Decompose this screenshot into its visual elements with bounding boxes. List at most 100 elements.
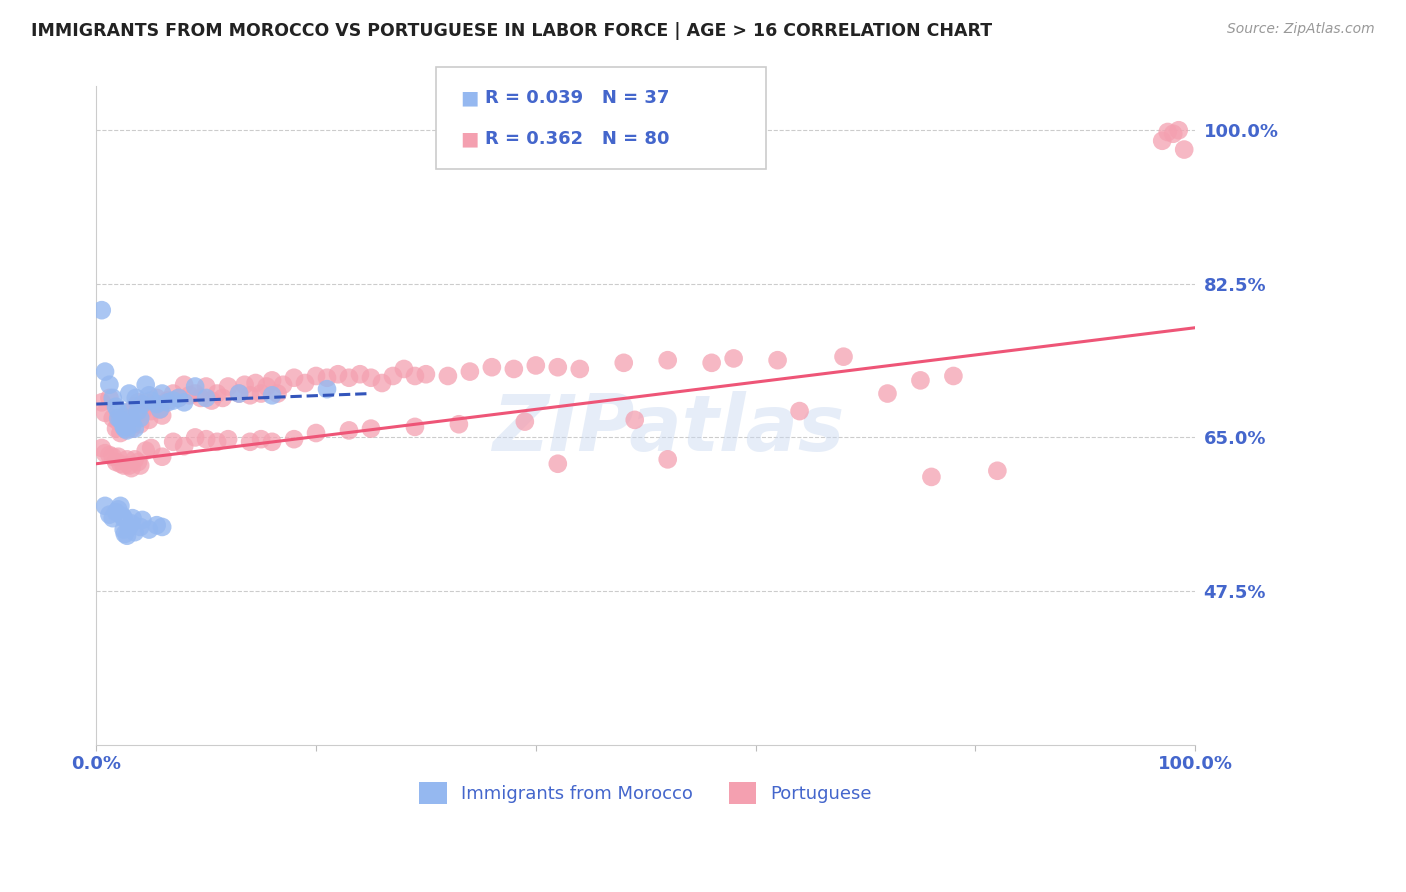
Point bbox=[129, 417, 152, 432]
Point bbox=[458, 365, 481, 379]
Point bbox=[135, 395, 157, 409]
Point bbox=[107, 502, 129, 516]
Point bbox=[360, 422, 382, 436]
Point bbox=[766, 353, 789, 368]
Point bbox=[114, 527, 136, 541]
Point bbox=[107, 450, 129, 464]
Point bbox=[127, 395, 149, 409]
Point bbox=[115, 452, 138, 467]
Point bbox=[217, 432, 239, 446]
Point bbox=[613, 356, 636, 370]
Point bbox=[1173, 143, 1195, 157]
Point bbox=[283, 370, 305, 384]
Point bbox=[107, 411, 129, 425]
Point bbox=[657, 353, 679, 368]
Point bbox=[513, 415, 536, 429]
Point bbox=[723, 351, 745, 366]
Point bbox=[112, 417, 135, 432]
Point bbox=[111, 415, 134, 429]
Point bbox=[115, 424, 138, 438]
Point bbox=[110, 425, 132, 440]
Point bbox=[124, 422, 146, 436]
Point bbox=[112, 411, 135, 425]
Point bbox=[262, 388, 284, 402]
Point bbox=[832, 350, 855, 364]
Point bbox=[107, 415, 129, 429]
Point bbox=[112, 523, 135, 537]
Point bbox=[124, 525, 146, 540]
Point bbox=[205, 434, 228, 449]
Point bbox=[190, 391, 212, 405]
Point bbox=[179, 388, 201, 402]
Point bbox=[349, 368, 371, 382]
Point bbox=[217, 379, 239, 393]
Point bbox=[112, 458, 135, 473]
Point bbox=[120, 516, 142, 531]
Point bbox=[98, 377, 121, 392]
Point bbox=[404, 420, 426, 434]
Point bbox=[98, 448, 121, 462]
Point bbox=[502, 362, 524, 376]
Point bbox=[381, 369, 404, 384]
Point bbox=[262, 434, 284, 449]
Point bbox=[623, 413, 645, 427]
Point bbox=[90, 441, 112, 455]
Point bbox=[131, 397, 153, 411]
Point bbox=[150, 386, 173, 401]
Point bbox=[162, 434, 184, 449]
Point bbox=[316, 382, 339, 396]
Point bbox=[112, 420, 135, 434]
Point bbox=[150, 450, 173, 464]
Point bbox=[1167, 123, 1189, 137]
Point bbox=[101, 450, 124, 464]
Point bbox=[101, 391, 124, 405]
Point bbox=[131, 513, 153, 527]
Point bbox=[150, 520, 173, 534]
Point bbox=[105, 400, 128, 414]
Point bbox=[657, 452, 679, 467]
Text: ZIPatlas: ZIPatlas bbox=[492, 391, 844, 467]
Point bbox=[789, 404, 811, 418]
Point bbox=[149, 402, 172, 417]
Point bbox=[568, 362, 591, 376]
Point bbox=[942, 369, 965, 384]
Point bbox=[118, 458, 141, 473]
Text: IMMIGRANTS FROM MOROCCO VS PORTUGUESE IN LABOR FORCE | AGE > 16 CORRELATION CHAR: IMMIGRANTS FROM MOROCCO VS PORTUGUESE IN… bbox=[31, 22, 993, 40]
Point bbox=[115, 529, 138, 543]
Point bbox=[129, 458, 152, 473]
Point bbox=[138, 388, 160, 402]
Point bbox=[112, 511, 135, 525]
Point bbox=[90, 303, 112, 318]
Point bbox=[228, 386, 250, 401]
Point bbox=[326, 368, 349, 382]
Point bbox=[98, 508, 121, 522]
Point bbox=[94, 365, 117, 379]
Point bbox=[129, 520, 152, 534]
Point bbox=[121, 417, 143, 432]
Point bbox=[115, 406, 138, 420]
Point bbox=[910, 373, 932, 387]
Point bbox=[173, 395, 195, 409]
Point bbox=[184, 430, 207, 444]
Point bbox=[167, 391, 190, 405]
Point bbox=[129, 411, 152, 425]
Point bbox=[120, 411, 142, 425]
Point bbox=[404, 369, 426, 384]
Point bbox=[986, 464, 1008, 478]
Point bbox=[239, 388, 262, 402]
Point bbox=[524, 359, 547, 373]
Point bbox=[305, 369, 328, 384]
Point bbox=[245, 376, 267, 390]
Point bbox=[150, 409, 173, 423]
Point bbox=[124, 400, 146, 414]
Point bbox=[211, 391, 233, 405]
Point bbox=[437, 369, 460, 384]
Point bbox=[1152, 134, 1174, 148]
Point bbox=[184, 379, 207, 393]
Point bbox=[141, 404, 163, 418]
Point bbox=[145, 518, 167, 533]
Point bbox=[127, 455, 149, 469]
Point bbox=[447, 417, 470, 432]
Point bbox=[195, 432, 218, 446]
Text: R = 0.362   N = 80: R = 0.362 N = 80 bbox=[485, 130, 669, 148]
